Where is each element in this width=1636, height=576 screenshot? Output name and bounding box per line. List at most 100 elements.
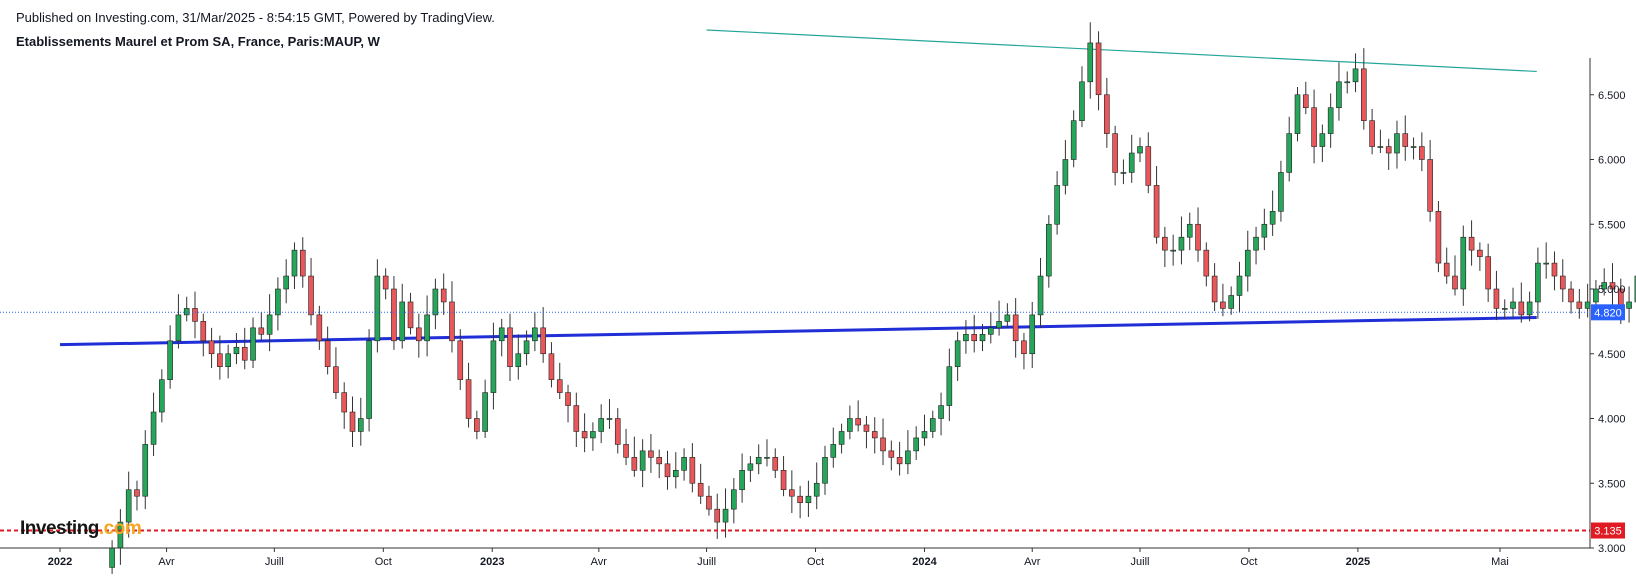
candle [482,379,488,438]
candle [896,441,903,476]
candle [266,294,273,352]
candle [614,408,621,454]
y-tick-label: 3.000 [1598,543,1626,555]
trendline-layer [59,29,1537,347]
candle [805,480,812,517]
candle [1286,116,1293,182]
candle [324,326,331,375]
candle [1526,291,1533,322]
candle [822,445,828,495]
candle [399,283,406,349]
candle [241,327,248,370]
candle [1070,110,1077,168]
candle [971,314,978,353]
candle [855,400,861,432]
candle [250,317,256,368]
candle [258,312,265,341]
x-tick-label: Juill [1131,556,1150,568]
x-tick-label: Oct [375,556,392,568]
x-tick-label: 2023 [480,556,504,568]
candle [1054,171,1060,235]
x-tick-label: Oct [807,556,824,568]
candle [308,257,314,326]
candle [391,276,397,350]
candle [382,268,389,300]
candle [1543,242,1549,279]
candle [283,259,289,304]
candle [498,318,505,357]
candle [573,392,580,447]
candle [225,344,231,379]
candle [830,427,837,468]
candle [1402,115,1409,161]
candle [664,450,671,490]
candle [424,295,430,357]
candle [1128,134,1135,183]
chart-title: Etablissements Maurel et Prom SA, France… [16,34,380,49]
axes-layer: 3.000 3.500 4.000 4.500 5.000 5.500 6.000 6.500… [0,58,1626,568]
x-tick-label: 2024 [912,556,937,568]
candle [1327,93,1334,148]
y-tick-label: 5.000 [1598,284,1626,296]
candle [1095,31,1102,111]
candle [1419,132,1425,172]
candle [1485,243,1491,302]
candle [1377,129,1384,154]
y-tick-label: 5.500 [1598,219,1626,231]
candle [1137,137,1143,163]
candle [813,462,820,510]
candle [556,362,563,400]
candle [1435,200,1442,273]
candle [648,434,654,473]
candle [731,478,737,524]
candle [797,485,803,519]
candle [200,313,207,357]
candle [416,313,422,358]
candle [1535,247,1541,319]
candle [1452,255,1458,296]
candle [1211,263,1218,312]
candle [125,471,132,538]
candle [1037,257,1044,328]
candle [1568,281,1574,314]
candle [1443,247,1450,284]
x-tick-label: Avr [591,556,608,568]
candle [299,237,306,288]
candle [134,480,140,511]
candle [1493,270,1500,321]
candle [1385,138,1392,170]
candle [1559,259,1566,302]
candle [1261,208,1268,251]
candle [1501,299,1508,319]
candle [987,312,994,344]
candle [150,392,157,457]
candle [590,422,596,451]
candle [598,404,604,444]
candle [739,453,745,503]
candle [1394,120,1400,169]
candle [1460,225,1467,306]
trendline-support[interactable] [59,315,1537,347]
candle [656,449,663,479]
candle [623,428,629,466]
x-tick-label: Avr [1024,556,1041,568]
y-tick-label: 6.000 [1598,155,1626,167]
candle [1609,263,1616,306]
trendline-resistance[interactable] [706,29,1537,73]
candle [1228,286,1234,315]
candle [465,362,472,428]
candle [1319,124,1326,163]
candle [1195,207,1201,262]
candle [681,448,687,481]
candle [772,448,779,479]
candle [1120,159,1127,185]
candle [1634,275,1636,303]
candle [1062,140,1069,195]
candle [217,335,223,380]
candle [606,399,613,429]
candle [979,323,986,352]
candle [548,342,555,388]
candle [1236,261,1243,313]
y-tick-label: 4.000 [1598,414,1626,426]
